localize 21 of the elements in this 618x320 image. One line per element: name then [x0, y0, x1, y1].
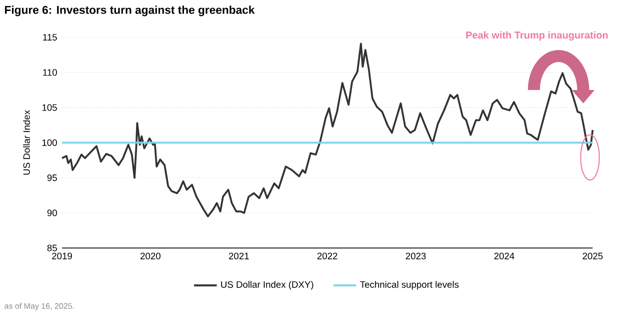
legend-label: US Dollar Index (DXY) [221, 280, 314, 290]
line-series [61, 42, 594, 218]
x-tick-label: 2021 [228, 252, 249, 260]
x-tick-label: 2020 [140, 252, 160, 260]
y-tick-label: 105 [42, 104, 57, 111]
x-tick-label: 2019 [52, 252, 72, 260]
y-tick-label: 95 [47, 174, 57, 182]
y-tick-label: 90 [47, 210, 57, 216]
x-tick-label: 2023 [406, 252, 426, 260]
y-tick-label: 110 [43, 69, 57, 76]
x-tick-label: 2025 [582, 252, 603, 260]
x-tick-label: 2024 [494, 252, 514, 260]
x-tick-label: 2022 [317, 252, 338, 260]
text: as of May 16, 2025. [4, 302, 74, 310]
y-tick-label: 115 [43, 34, 57, 41]
legend-label: Technical support levels [360, 280, 459, 290]
chart-title: Figure 6: Investors turn against the greenback [5, 6, 255, 16]
y-tick-label: 100 [42, 139, 57, 146]
annotation: Peak with Trump inauguration [466, 31, 608, 41]
y-tick-label: 85 [47, 244, 57, 252]
y-axis-title: US Dollar Index [23, 110, 30, 175]
